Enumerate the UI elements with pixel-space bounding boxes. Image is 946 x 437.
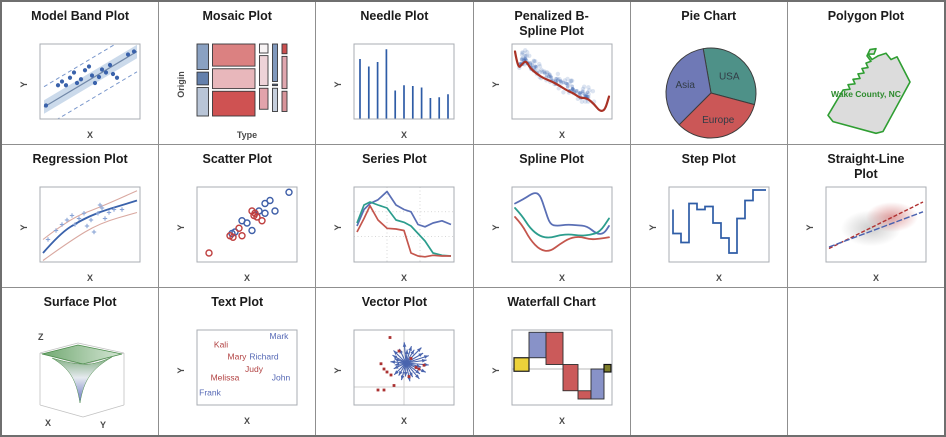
svg-text:John: John (272, 372, 291, 382)
plot-title: Mosaic Plot (202, 9, 272, 23)
svg-text:X: X (559, 416, 565, 426)
svg-text:Y: Y (333, 367, 343, 373)
svg-text:Mary: Mary (228, 351, 248, 361)
svg-text:X: X (401, 416, 407, 426)
svg-text:X: X (45, 418, 51, 428)
gallery-cell-surface-plot[interactable]: Surface Plot Z X Y (2, 288, 159, 435)
svg-text:X: X (873, 273, 879, 283)
needle-plot-thumbnail: XY (333, 43, 455, 140)
svg-text:X: X (716, 273, 722, 283)
svg-text:Y: Y (19, 224, 29, 230)
svg-text:Melissa: Melissa (211, 372, 240, 382)
svg-text:Y: Y (100, 420, 106, 430)
svg-text:Y: Y (491, 81, 501, 87)
svg-text:Europe: Europe (702, 115, 735, 126)
plot-title: Straight-Line Plot (827, 152, 905, 181)
plot-title: Series Plot (362, 152, 427, 166)
plot-title: Surface Plot (43, 295, 117, 309)
plot-title: Text Plot (211, 295, 264, 309)
svg-text:Richard: Richard (250, 351, 280, 361)
step-plot-thumbnail: XY (648, 186, 770, 283)
pie-chart-thumbnail: USA Asia Europe (665, 47, 757, 139)
svg-text:X: X (87, 130, 93, 140)
plot-title: Pie Chart (681, 9, 737, 23)
svg-text:Y: Y (805, 224, 815, 230)
series-plot-thumbnail: XY (333, 186, 455, 283)
svg-text:Y: Y (491, 224, 501, 230)
svg-text:Y: Y (176, 367, 186, 373)
empty-cell (787, 288, 944, 435)
penalized-b-spline-plot-thumbnail: XY (491, 43, 613, 140)
scatter-plot-thumbnail: XY (176, 186, 298, 283)
gallery-cell-pie-chart[interactable]: Pie Chart USA Asia Europe (630, 2, 787, 144)
svg-text:Frank: Frank (199, 387, 221, 397)
svg-text:X: X (87, 273, 93, 283)
plot-title: Scatter Plot (202, 152, 272, 166)
model-band-plot-thumbnail: XY (19, 43, 141, 140)
polygon-plot-thumbnail: Wake County, NC (827, 47, 911, 135)
plot-title: Step Plot (681, 152, 736, 166)
spline-plot-thumbnail: XY (491, 186, 613, 283)
plot-title: Regression Plot (32, 152, 128, 166)
svg-text:USA: USA (719, 71, 740, 82)
svg-text:X: X (401, 273, 407, 283)
svg-text:Asia: Asia (675, 80, 695, 91)
regression-plot-thumbnail: XY (19, 186, 141, 283)
plot-title: Needle Plot (360, 9, 429, 23)
empty-cell (630, 288, 787, 435)
svg-text:Y: Y (333, 224, 343, 230)
svg-text:Mark: Mark (270, 331, 290, 341)
mosaic-plot-thumbnail: Type Origin (176, 43, 288, 140)
waterfall-chart-thumbnail: XY (491, 329, 613, 426)
svg-text:X: X (559, 130, 565, 140)
svg-text:Y: Y (491, 367, 501, 373)
plot-title: Vector Plot (361, 295, 428, 309)
gallery-cell-mosaic-plot[interactable]: Mosaic Plot Type Origin (159, 2, 316, 144)
svg-text:X: X (244, 273, 250, 283)
svg-text:Y: Y (19, 81, 29, 87)
plot-title: Polygon Plot (827, 9, 905, 23)
vector-plot-thumbnail: XY (333, 329, 455, 426)
svg-text:Type: Type (237, 130, 257, 140)
svg-text:Origin: Origin (176, 71, 186, 98)
plot-title: Model Band Plot (31, 9, 130, 23)
gallery-cell-text-plot[interactable]: Text Plot X Y Mark Kali Mary Richard Judy Melis… (159, 288, 316, 435)
svg-text:Y: Y (176, 224, 186, 230)
svg-text:Y: Y (648, 224, 658, 230)
straight-line-plot-thumbnail: XY (805, 186, 927, 283)
svg-text:Judy: Judy (245, 364, 264, 374)
surface-plot-thumbnail: Z X Y (38, 332, 125, 430)
svg-text:X: X (559, 273, 565, 283)
plot-title: Waterfall Chart (507, 295, 596, 309)
svg-text:X: X (244, 416, 250, 426)
svg-text:X: X (401, 130, 407, 140)
svg-text:Y: Y (333, 81, 343, 87)
svg-text:Z: Z (38, 332, 44, 342)
svg-text:Wake County, NC: Wake County, NC (831, 89, 901, 99)
plot-title: Spline Plot (519, 152, 584, 166)
gallery-cell-polygon-plot[interactable]: Polygon Plot Wake County, NC (787, 2, 944, 144)
plot-title: Penalized B-Spline Plot (514, 9, 589, 38)
svg-text:Kali: Kali (214, 339, 228, 349)
